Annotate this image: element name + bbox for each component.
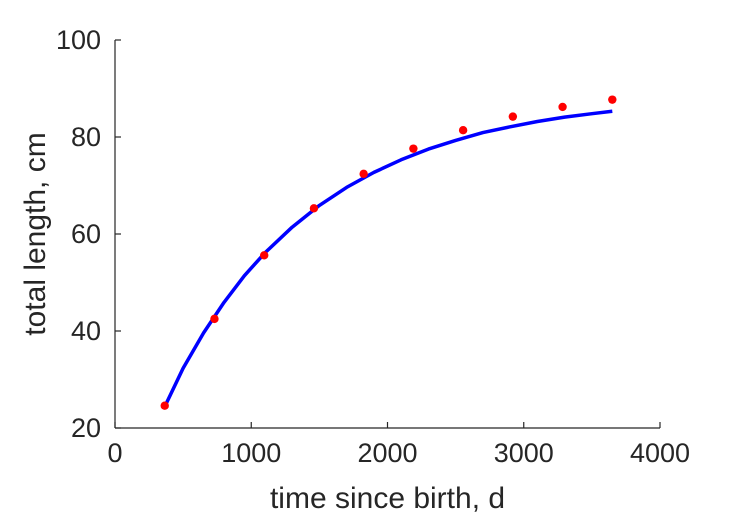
y-tick-label: 20 — [71, 413, 101, 443]
data-point — [409, 144, 418, 153]
data-point — [608, 95, 617, 104]
x-tick-label: 1000 — [221, 438, 281, 468]
y-tick-label: 60 — [71, 219, 101, 249]
data-point — [359, 169, 368, 179]
data-point — [160, 401, 169, 410]
axes — [114, 40, 660, 429]
y-tick-label: 40 — [71, 316, 101, 346]
data-point — [508, 112, 518, 121]
y-tick-label: 100 — [56, 25, 101, 55]
x-tick-label: 2000 — [357, 438, 417, 468]
x-tick-label: 3000 — [494, 438, 554, 468]
data-point — [210, 314, 219, 324]
x-tick-label: 0 — [107, 438, 122, 468]
x-axis-ticks: 0 1000 2000 3000 4000 — [107, 422, 690, 468]
data-point — [259, 251, 269, 260]
data-point — [458, 126, 468, 135]
data-point — [558, 102, 567, 112]
y-axis-ticks: 20 40 60 80 100 — [56, 25, 121, 443]
x-axis-label: time since birth, d — [270, 482, 505, 515]
y-axis-label: total length, cm — [19, 132, 52, 335]
data-points-layer — [160, 95, 617, 410]
data-point — [309, 204, 319, 213]
x-tick-label: 4000 — [630, 438, 690, 468]
fit-curve-layer — [163, 109, 613, 408]
y-tick-label: 80 — [71, 122, 101, 152]
fit-curve — [163, 109, 613, 408]
